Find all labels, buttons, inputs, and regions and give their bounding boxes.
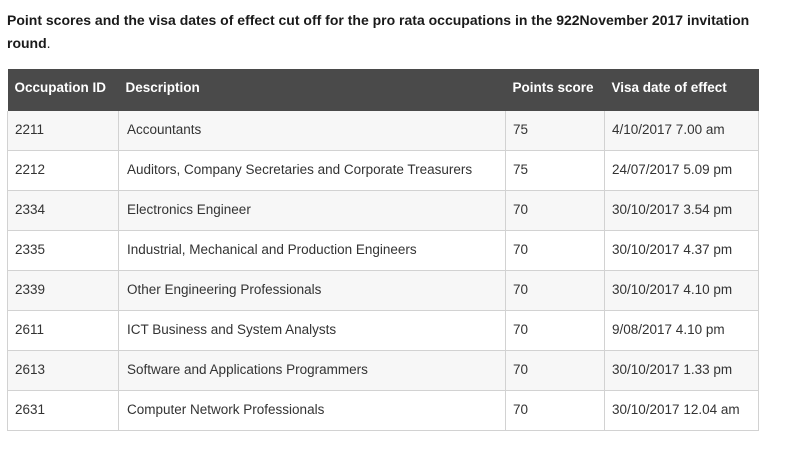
cell-points: 70	[505, 390, 605, 431]
cell-occupation-id: 2211	[7, 111, 119, 151]
table-row: 2334 Electronics Engineer 70 30/10/2017 …	[7, 190, 759, 231]
table-row: 2611 ICT Business and System Analysts 70…	[7, 310, 759, 351]
cell-points: 70	[505, 310, 605, 351]
header-description: Description	[118, 69, 506, 111]
table-body: 2211 Accountants 75 4/10/2017 7.00 am 22…	[7, 111, 759, 431]
cell-description: Electronics Engineer	[118, 190, 506, 231]
table-row: 2211 Accountants 75 4/10/2017 7.00 am	[7, 111, 759, 151]
table-row: 2335 Industrial, Mechanical and Producti…	[7, 230, 759, 271]
cell-visa-date: 30/10/2017 1.33 pm	[604, 350, 759, 391]
cell-visa-date: 30/10/2017 3.54 pm	[604, 190, 759, 231]
cell-occupation-id: 2212	[7, 150, 119, 191]
cell-points: 70	[505, 190, 605, 231]
table-caption: Point scores and the visa dates of effec…	[7, 9, 767, 55]
cell-description: Accountants	[118, 111, 506, 151]
cell-description: Software and Applications Programmers	[118, 350, 506, 391]
header-points-score: Points score	[505, 69, 605, 111]
table-header: Occupation ID Description Points score V…	[7, 69, 759, 111]
table-row: 2613 Software and Applications Programme…	[7, 350, 759, 391]
table-row: 2631 Computer Network Professionals 70 3…	[7, 390, 759, 431]
header-visa-date: Visa date of effect	[604, 69, 759, 111]
cell-occupation-id: 2334	[7, 190, 119, 231]
table-row: 2339 Other Engineering Professionals 70 …	[7, 270, 759, 311]
table-row: 2212 Auditors, Company Secretaries and C…	[7, 150, 759, 191]
cell-visa-date: 30/10/2017 12.04 am	[604, 390, 759, 431]
cell-points: 70	[505, 230, 605, 271]
cell-description: Auditors, Company Secretaries and Corpor…	[118, 150, 506, 191]
occupation-table: Occupation ID Description Points score V…	[7, 69, 759, 431]
cell-occupation-id: 2339	[7, 270, 119, 311]
cell-occupation-id: 2613	[7, 350, 119, 391]
cell-description: Computer Network Professionals	[118, 390, 506, 431]
cell-visa-date: 30/10/2017 4.37 pm	[604, 230, 759, 271]
header-occupation-id: Occupation ID	[7, 69, 119, 111]
cell-occupation-id: 2631	[7, 390, 119, 431]
cell-visa-date: 30/10/2017 4.10 pm	[604, 270, 759, 311]
cell-description: ICT Business and System Analysts	[118, 310, 506, 351]
cell-points: 70	[505, 270, 605, 311]
cell-occupation-id: 2611	[7, 310, 119, 351]
cell-points: 70	[505, 350, 605, 391]
cell-visa-date: 4/10/2017 7.00 am	[604, 111, 759, 151]
cell-description: Other Engineering Professionals	[118, 270, 506, 311]
header-row: Occupation ID Description Points score V…	[7, 69, 759, 111]
cell-visa-date: 24/07/2017 5.09 pm	[604, 150, 759, 191]
cell-points: 75	[505, 150, 605, 191]
cell-occupation-id: 2335	[7, 230, 119, 271]
cell-description: Industrial, Mechanical and Production En…	[118, 230, 506, 271]
caption-period: .	[46, 35, 51, 51]
caption-title: Point scores and the visa dates of effec…	[7, 12, 750, 51]
cell-points: 75	[505, 111, 605, 151]
cell-visa-date: 9/08/2017 4.10 pm	[604, 310, 759, 351]
